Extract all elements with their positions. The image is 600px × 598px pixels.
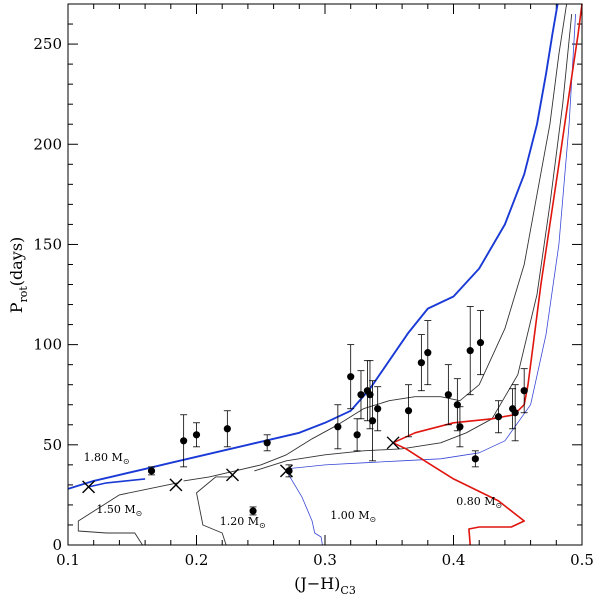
data-point bbox=[444, 391, 452, 399]
data-point bbox=[223, 425, 231, 433]
y-tick-label: 200 bbox=[33, 135, 62, 153]
y-axis-title: Prot(days) bbox=[7, 237, 30, 314]
cross-marker bbox=[169, 478, 183, 492]
data-point bbox=[353, 431, 361, 439]
series-line bbox=[286, 13, 576, 470]
data-point bbox=[285, 467, 293, 475]
data-point bbox=[404, 407, 413, 415]
data-point bbox=[424, 349, 432, 357]
y-tick-label: 100 bbox=[33, 336, 62, 354]
series-line bbox=[77, 482, 178, 546]
mass-label: 1.80 M⊙ bbox=[84, 451, 130, 466]
data-point bbox=[192, 431, 201, 439]
series-line bbox=[286, 470, 323, 546]
x-axis-title-sub: C3 bbox=[340, 584, 355, 597]
series-line bbox=[254, 13, 573, 472]
x-tick-label: 0.4 bbox=[442, 551, 466, 569]
series-line bbox=[392, 3, 583, 546]
data-point bbox=[366, 391, 374, 399]
mass-label: 1.00 M⊙ bbox=[330, 509, 376, 524]
x-tick-label: 0.5 bbox=[570, 551, 594, 569]
data-point bbox=[374, 405, 382, 413]
y-axis-title-main: P bbox=[7, 302, 26, 313]
x-tick-label: 0.1 bbox=[56, 551, 80, 569]
data-point bbox=[466, 347, 474, 355]
data-point bbox=[347, 373, 355, 381]
data-point bbox=[249, 507, 257, 515]
series-line bbox=[196, 476, 233, 546]
mass-label: 1.20 M⊙ bbox=[220, 515, 266, 530]
data-point bbox=[263, 439, 271, 447]
series-line bbox=[67, 3, 559, 490]
y-axis-title-tail: (days) bbox=[7, 237, 26, 287]
data-point bbox=[417, 359, 425, 367]
data-point bbox=[334, 423, 342, 431]
y-axis-title-sub: rot bbox=[17, 286, 30, 303]
data-point bbox=[520, 387, 528, 395]
x-axis-title-main: (J−H) bbox=[294, 574, 340, 593]
y-tick-label: 250 bbox=[33, 35, 62, 53]
cross-marker bbox=[82, 480, 96, 494]
cross-marker bbox=[279, 464, 293, 478]
data-point bbox=[357, 391, 365, 399]
x-tick-label: 0.2 bbox=[185, 551, 209, 569]
data-point bbox=[511, 409, 519, 417]
y-tick-label: 0 bbox=[52, 536, 62, 554]
cross-marker bbox=[386, 436, 400, 450]
series-line bbox=[183, 3, 568, 482]
cross-marker bbox=[225, 468, 239, 482]
mass-label: 1.50 M⊙ bbox=[96, 503, 142, 518]
mass-label: 0.80 M⊙ bbox=[456, 495, 502, 510]
series-line bbox=[88, 478, 146, 488]
plot-frame bbox=[67, 3, 583, 546]
x-axis-title: (J−H)C3 bbox=[294, 574, 356, 597]
data-point bbox=[180, 437, 188, 445]
data-point bbox=[494, 413, 503, 421]
data-point bbox=[147, 467, 156, 475]
data-point bbox=[476, 339, 485, 347]
data-point bbox=[368, 417, 377, 425]
data-point bbox=[456, 423, 464, 431]
x-tick-label: 0.3 bbox=[313, 551, 337, 569]
y-tick-label: 50 bbox=[43, 436, 62, 454]
data-point bbox=[471, 455, 479, 463]
y-tick-label: 150 bbox=[33, 235, 62, 253]
